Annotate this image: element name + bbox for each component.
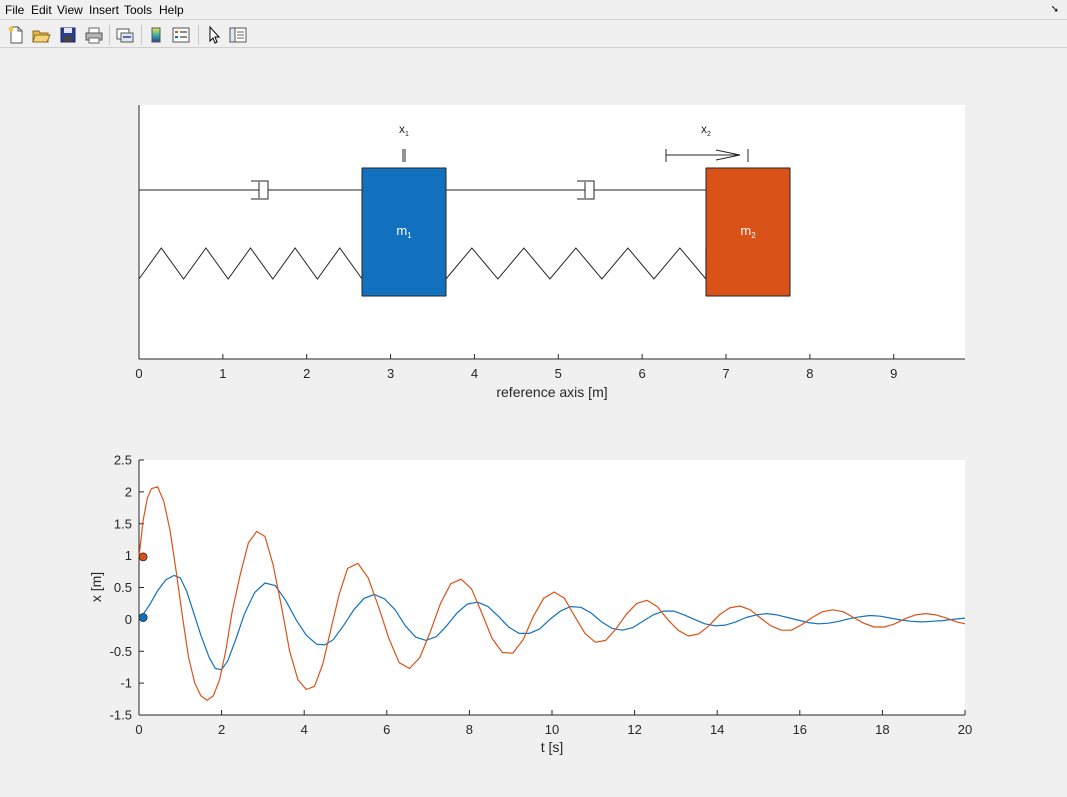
- damper-wall-to-m1: [139, 180, 362, 200]
- menu-view[interactable]: View: [57, 3, 83, 17]
- chart-y-tick-label: -1: [120, 676, 132, 691]
- x1-label: x1: [399, 122, 409, 138]
- toolbar-separator: [109, 25, 110, 45]
- x2-label: x2: [701, 122, 711, 138]
- print-icon[interactable]: [84, 25, 104, 45]
- spring-wall-to-m1: [138, 247, 363, 281]
- series-line-x1: [138, 574, 966, 671]
- plot-browser-icon[interactable]: [228, 25, 248, 45]
- chart-y-tick-label: 2.5: [114, 453, 132, 468]
- chart-y-axis-label: x [m]: [88, 572, 104, 602]
- chart-y-tick-label: 1.5: [114, 516, 132, 531]
- chart-y-tick-label: 2: [125, 484, 132, 499]
- chart-y-tick-label: -0.5: [110, 644, 132, 659]
- damper-m1-to-m2: [446, 180, 706, 200]
- chart-x-tick-label: 12: [627, 722, 641, 737]
- schematic-axes: 0 1 2 3 4 5 6 7 8 9 reference axis [m] m1 m2 x1: [135, 105, 965, 400]
- menu-file[interactable]: File: [5, 3, 25, 17]
- chart-y-tick-label: 1: [125, 548, 132, 563]
- chart-y-tick-label: 0.5: [114, 580, 132, 595]
- link-plot-icon[interactable]: [115, 25, 135, 45]
- schematic-x-tick-label: 8: [806, 366, 813, 381]
- chart-x-tick-label: 8: [466, 722, 473, 737]
- chart-series-lines: [138, 486, 966, 701]
- spring-m1-to-m2: [445, 247, 707, 281]
- chart-x-ticks: 0 2 4 6 8 10 12 14 16 18 20: [135, 710, 972, 737]
- chart-x-tick-label: 18: [875, 722, 889, 737]
- response-chart: 0 2 4 6 8 10 12 14 16 18 20 2.5 2 1.5 1 0.5 0 -0.5 -1 -1.5…: [88, 453, 972, 756]
- chart-x-tick-label: 6: [383, 722, 390, 737]
- mass-1-label: m1: [396, 223, 412, 240]
- new-figure-icon[interactable]: [6, 25, 26, 45]
- series-line-x2: [138, 486, 966, 701]
- chart-x-tick-label: 4: [301, 722, 308, 737]
- schematic-x-tick-label: 0: [135, 366, 142, 381]
- schematic-x-tick-label: 4: [471, 366, 478, 381]
- chart-x-tick-label: 2: [218, 722, 225, 737]
- x1-displacement-arrow: [402, 149, 406, 162]
- insert-legend-icon[interactable]: [171, 25, 191, 45]
- chart-markers: [138, 552, 148, 622]
- schematic-x-tick-label: 2: [303, 366, 310, 381]
- chart-x-tick-label: 20: [958, 722, 972, 737]
- menu-insert[interactable]: Insert: [89, 3, 120, 17]
- toolbar-separator: [141, 25, 142, 45]
- schematic-x-tick-label: 7: [722, 366, 729, 381]
- schematic-x-tick-label: 9: [890, 366, 897, 381]
- menu-bar: File Edit View Insert Tools Help ➘: [0, 0, 1067, 20]
- chart-y-ticks: 2.5 2 1.5 1 0.5 0 -0.5 -1 -1.5: [110, 453, 144, 723]
- chart-x-axis-label: t [s]: [541, 739, 564, 755]
- x2-displacement-arrow: [665, 149, 749, 162]
- schematic-axes-background: [139, 105, 965, 359]
- insert-colorbar-icon[interactable]: [146, 25, 166, 45]
- mass-1-block: [361, 167, 447, 297]
- marker-x1-current: [138, 613, 148, 622]
- menu-help[interactable]: Help: [159, 3, 184, 17]
- schematic-x-axis-label: reference axis [m]: [496, 384, 607, 400]
- figure-toolbar: [0, 21, 1067, 48]
- menu-edit[interactable]: Edit: [31, 3, 52, 17]
- chart-x-tick-label: 10: [545, 722, 559, 737]
- marker-x2-current: [138, 552, 148, 562]
- chart-x-tick-label: 16: [793, 722, 807, 737]
- chart-y-tick-label: -1.5: [110, 708, 132, 723]
- undock-arrow-icon[interactable]: ➘: [1050, 4, 1059, 15]
- chart-x-tick-label: 14: [710, 722, 724, 737]
- schematic-x-tick-label: 3: [387, 366, 394, 381]
- edit-plot-arrow-icon[interactable]: [204, 25, 224, 45]
- toolbar-separator: [198, 25, 199, 45]
- schematic-x-ticks: 0 1 2 3 4 5 6 7 8 9: [135, 354, 897, 381]
- schematic-x-tick-label: 6: [639, 366, 646, 381]
- mass-2-label: m2: [740, 223, 756, 240]
- chart-y-tick-label: 0: [125, 612, 132, 627]
- menu-tools[interactable]: Tools: [124, 3, 153, 17]
- mass-2-block: [705, 167, 791, 297]
- schematic-x-tick-label: 1: [219, 366, 226, 381]
- chart-x-tick-label: 0: [135, 722, 142, 737]
- save-icon[interactable]: [58, 25, 78, 45]
- chart-plot-area: [139, 460, 965, 715]
- schematic-x-tick-label: 5: [555, 366, 562, 381]
- open-file-icon[interactable]: [31, 25, 51, 45]
